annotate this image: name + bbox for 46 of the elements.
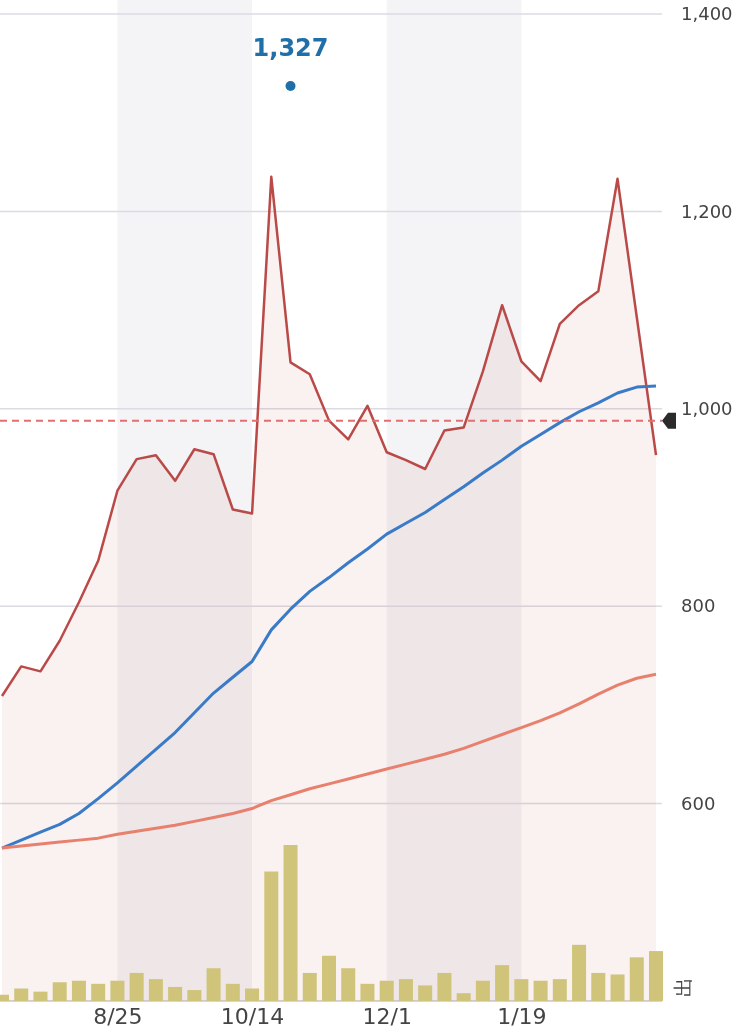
bar: [360, 983, 375, 1001]
bar: [148, 979, 163, 1001]
bar: [649, 951, 663, 1001]
bar: [225, 983, 240, 1001]
bar: [14, 988, 29, 1001]
x-tick-label: 8/25: [93, 1003, 143, 1029]
bar: [591, 972, 606, 1001]
bar: [514, 979, 529, 1001]
bar: [629, 957, 644, 1001]
bar: [418, 985, 433, 1001]
bar: [379, 980, 394, 1001]
bar: [610, 974, 625, 1001]
x-tick-label: 10/14: [220, 1003, 285, 1029]
bar: [168, 986, 183, 1001]
bar: [264, 871, 279, 1001]
bar: [398, 979, 413, 1001]
bar: [245, 988, 260, 1001]
y-tick-label: 600: [681, 792, 716, 814]
bar: [552, 979, 567, 1001]
bar: [533, 980, 548, 1001]
y-tick-label: 1,400: [681, 3, 733, 25]
y-tick-label: 1,200: [681, 200, 733, 222]
bar: [129, 972, 144, 1001]
bar: [495, 965, 510, 1001]
bar: [110, 980, 125, 1001]
line-series: [0, 672, 658, 850]
bar: [91, 983, 106, 1001]
bar: [187, 990, 202, 1001]
bar: [71, 980, 86, 1001]
bar: [475, 980, 490, 1001]
bar: [572, 944, 587, 1001]
bar: [206, 968, 221, 1001]
bar: [52, 982, 67, 1001]
bar: [283, 845, 298, 1001]
data-label: 1,327: [252, 34, 329, 63]
bar: [341, 968, 356, 1001]
bar: [456, 993, 471, 1001]
x-tick-label: 12/1: [362, 1003, 412, 1029]
bar: [302, 972, 317, 1001]
y-tick-label: 1,000: [681, 398, 733, 420]
bar: [33, 991, 48, 1001]
bar: [437, 972, 452, 1001]
y-axis-title: 出: [671, 977, 695, 997]
y-tick-label: 800: [681, 595, 716, 617]
x-tick-label: 1/19: [497, 1003, 547, 1029]
bar: [322, 955, 336, 1001]
